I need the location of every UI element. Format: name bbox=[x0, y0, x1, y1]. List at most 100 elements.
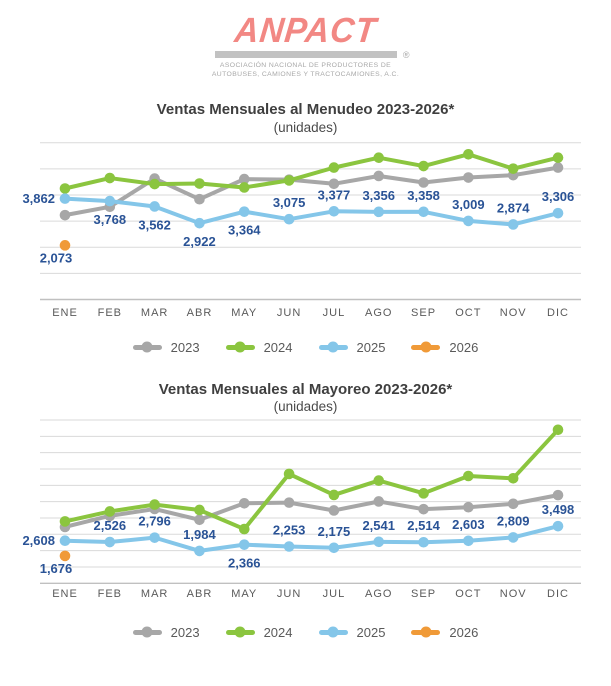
menudeo-2025-value-label-SEP: 3,358 bbox=[407, 188, 440, 203]
logo-tagline: ASOCIACIÓN NACIONAL DE PRODUCTORES DE AU… bbox=[212, 61, 399, 79]
mayoreo-2024-point-JUL bbox=[328, 489, 340, 501]
menudeo-month-label-OCT: OCT bbox=[455, 307, 481, 319]
legend-label: 2025 bbox=[356, 624, 386, 640]
mayoreo-2023-point-ABR bbox=[194, 514, 205, 526]
menudeo-month-label-DIC: DIC bbox=[547, 307, 569, 319]
anpact-wordmark: ANPACT bbox=[232, 11, 379, 50]
legend-marker-dot-icon bbox=[234, 341, 246, 353]
menudeo-2023-point-MAY bbox=[238, 173, 250, 185]
menudeo-2025-point-OCT bbox=[463, 215, 474, 227]
menudeo-2025-value-label-ENE: 3,862 bbox=[22, 191, 55, 206]
legend-marker-icon bbox=[411, 626, 441, 638]
mayoreo-2025-value-label-ABR: 1,984 bbox=[183, 527, 216, 542]
legend-marker-icon bbox=[411, 341, 441, 353]
menudeo-2025-point-FEB bbox=[104, 195, 116, 207]
menudeo-2025-value-label-AGO: 3,356 bbox=[362, 188, 395, 203]
menudeo-2024-point-MAR bbox=[149, 178, 160, 190]
logo-underline-bar: ® bbox=[214, 50, 410, 60]
menudeo-month-label-FEB: FEB bbox=[98, 307, 122, 319]
mayoreo-2023-point-OCT bbox=[463, 501, 474, 513]
menudeo-2026-value-label-ENE: 2,073 bbox=[40, 250, 73, 265]
legend-label: 2026 bbox=[449, 339, 479, 355]
mayoreo-month-label-DIC: DIC bbox=[547, 588, 569, 600]
mayoreo-2024-point-ENE bbox=[59, 516, 71, 527]
mayoreo-2025-point-AGO bbox=[373, 536, 385, 548]
mayoreo-2023-point-NOV bbox=[507, 498, 519, 510]
legend-marker-dot-icon bbox=[420, 341, 432, 353]
mayoreo-2025-value-label-AGO: 2,541 bbox=[362, 518, 395, 533]
mayoreo-legend-item-2023: 2023 bbox=[132, 624, 200, 640]
mayoreo-2023-line bbox=[63, 493, 561, 529]
menudeo-legend-item-2026: 2026 bbox=[411, 340, 478, 355]
mayoreo-2025-value-label-NOV: 2,809 bbox=[497, 513, 530, 528]
mayoreo-2024-point-DIC bbox=[552, 424, 564, 436]
legend-label: 2024 bbox=[263, 624, 293, 640]
mayoreo-2023-point-DIC bbox=[552, 489, 564, 501]
registered-trademark-icon: ® bbox=[402, 49, 410, 60]
menudeo-2024-point-JUN bbox=[283, 175, 295, 186]
mayoreo-2025-point-ENE bbox=[59, 535, 71, 547]
menudeo-2025-value-label-MAY: 3,364 bbox=[228, 223, 261, 238]
menudeo-2025-point-JUN bbox=[283, 213, 295, 225]
menudeo-2025-value-label-MAR: 3,562 bbox=[138, 217, 171, 232]
mayoreo-2025-point-FEB bbox=[104, 536, 116, 548]
menudeo-2025-point-MAR bbox=[149, 201, 160, 212]
legend-marker-dot-icon bbox=[141, 341, 153, 353]
legend-marker-icon bbox=[318, 341, 348, 353]
mayoreo-2025-value-label-JUL: 2,175 bbox=[318, 524, 351, 539]
menudeo-2023-point-ENE bbox=[59, 209, 71, 221]
menudeo-2024-point-AGO bbox=[373, 152, 385, 163]
mayoreo-2025-point-SEP bbox=[418, 536, 429, 548]
legend-marker-icon bbox=[132, 341, 162, 353]
mayoreo-2024-point-ABR bbox=[194, 504, 205, 516]
mayoreo-2025-value-label-OCT: 2,603 bbox=[452, 517, 485, 532]
menudeo-2025-point-JUL bbox=[328, 206, 340, 217]
mayoreo-month-label-ENE: ENE bbox=[52, 588, 78, 600]
mayoreo-2023-point-JUN bbox=[283, 497, 295, 508]
menudeo-2023-point-AGO bbox=[373, 170, 385, 182]
mayoreo-2024-point-OCT bbox=[463, 470, 474, 482]
menudeo-2023-point-ABR bbox=[194, 193, 205, 205]
mayoreo-2025-point-JUL bbox=[328, 542, 340, 554]
menudeo-chart-title: Ventas Mensuales al Menudeo 2023-2026* bbox=[156, 101, 455, 118]
mayoreo-2025-value-label-ENE: 2,608 bbox=[22, 533, 55, 548]
mayoreo-2025-point-MAR bbox=[149, 532, 160, 543]
menudeo-2024-point-JUL bbox=[328, 162, 340, 173]
menudeo-2025-value-label-NOV: 2,874 bbox=[497, 200, 530, 215]
mayoreo-2026-value-label-ENE: 1,676 bbox=[40, 561, 73, 576]
menudeo-2025-point-DIC bbox=[552, 207, 564, 219]
legend-label: 2025 bbox=[356, 339, 386, 355]
menudeo-2025-value-label-FEB: 3,768 bbox=[94, 212, 127, 227]
mayoreo-month-label-FEB: FEB bbox=[98, 588, 122, 600]
menudeo-2026-point-ENE bbox=[59, 240, 71, 251]
legend-label: 2023 bbox=[170, 624, 200, 640]
menudeo-2024-point-SEP bbox=[418, 160, 429, 172]
menudeo-legend-item-2025: 2025 bbox=[318, 339, 386, 355]
mayoreo-2023-point-JUL bbox=[328, 505, 340, 516]
menudeo-2025-point-AGO bbox=[373, 206, 385, 218]
logo-tagline-line1: ASOCIACIÓN NACIONAL DE PRODUCTORES DE bbox=[219, 61, 392, 69]
mayoreo-2025-line bbox=[63, 524, 561, 553]
mayoreo-2025-point-MAY bbox=[238, 539, 250, 550]
menudeo-month-label-JUL: JUL bbox=[323, 307, 346, 319]
mayoreo-2024-point-JUN bbox=[283, 468, 295, 480]
mayoreo-month-label-MAR: MAR bbox=[141, 588, 168, 600]
mayoreo-2024-line bbox=[63, 427, 561, 532]
menudeo-legend: 2023 2024 2025 2026 bbox=[0, 339, 611, 355]
mayoreo-month-label-NOV: NOV bbox=[500, 588, 527, 600]
menudeo-month-label-ABR: ABR bbox=[187, 307, 213, 319]
mayoreo-2024-point-AGO bbox=[373, 475, 385, 486]
menudeo-2023-point-DIC bbox=[552, 162, 564, 173]
menudeo-legend-item-2024: 2024 bbox=[225, 340, 293, 355]
legend-marker-dot-icon bbox=[327, 341, 339, 353]
mayoreo-2025-value-label-DIC: 3,498 bbox=[542, 502, 575, 517]
menudeo-2024-point-DIC bbox=[552, 152, 564, 163]
legend-marker-dot-icon bbox=[420, 626, 432, 638]
mayoreo-2025-point-JUN bbox=[283, 541, 295, 552]
legend-marker-dot-icon bbox=[234, 626, 246, 638]
menudeo-2025-value-label-JUL: 3,377 bbox=[318, 187, 351, 202]
menudeo-2024-point-FEB bbox=[104, 172, 116, 184]
mayoreo-2024-point-FEB bbox=[104, 506, 116, 517]
mayoreo-2023-point-AGO bbox=[373, 496, 385, 507]
